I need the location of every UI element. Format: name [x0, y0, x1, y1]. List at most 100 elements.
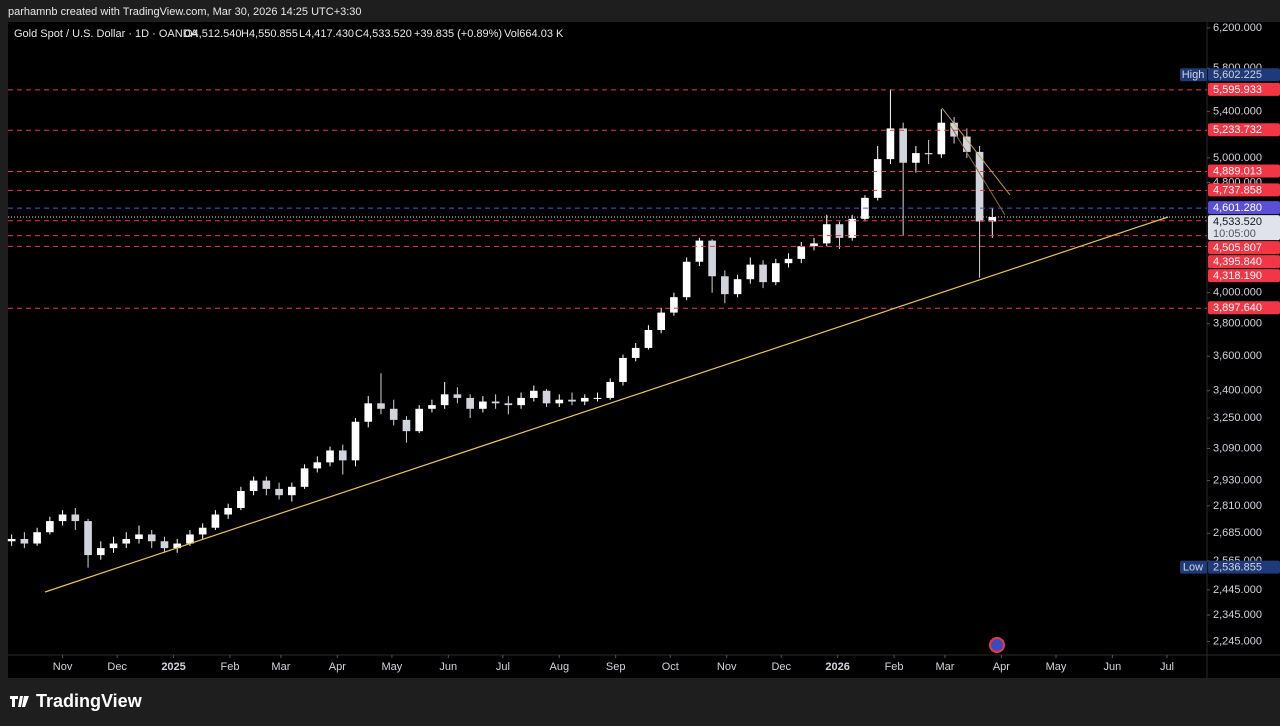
candle-body [262, 480, 271, 489]
trend-line [949, 124, 1006, 216]
candle-body [670, 297, 678, 313]
y-tick-label: 2,810.000 [1213, 500, 1262, 512]
x-tick-label: 2025 [161, 661, 185, 673]
candle-body [631, 347, 640, 358]
y-tick-label: 2,685.000 [1213, 527, 1262, 539]
candle-body [147, 534, 156, 542]
candle-body [479, 401, 487, 409]
x-tick-label: Dec [107, 661, 127, 673]
candle-body [275, 488, 283, 496]
x-tick-label: Sep [606, 661, 626, 673]
open: O4,512.540 [184, 28, 242, 40]
candle-body [568, 399, 576, 402]
candle-body [733, 279, 742, 295]
price-label: 4,533.520 [1213, 216, 1262, 228]
y-tick-label: 3,090.000 [1213, 442, 1262, 454]
candle-body [160, 541, 169, 549]
x-tick-label: May [1046, 661, 1067, 673]
candle-body [377, 403, 385, 409]
x-tick-label: Jun [1104, 661, 1122, 673]
extreme-badge: Low [1183, 562, 1203, 574]
price-label: 4,737.858 [1213, 184, 1262, 196]
x-tick-label: Jun [439, 661, 457, 673]
candle-body [389, 408, 398, 420]
candle-body [759, 264, 767, 283]
candle-body [899, 128, 907, 163]
x-tick-label: May [382, 661, 403, 673]
candle-body [71, 514, 80, 522]
price-label-bg [1208, 255, 1280, 269]
y-tick-label: 2,445.000 [1213, 584, 1262, 596]
candle-body [338, 450, 347, 461]
extreme-badge: High [1182, 69, 1205, 81]
candle-body [135, 534, 143, 539]
candle-body [351, 421, 360, 461]
candle-body [542, 390, 551, 404]
x-tick-label: Mar [936, 661, 955, 673]
price-label: 4,889.013 [1213, 165, 1262, 177]
candle-body [453, 394, 462, 398]
candle-body [682, 261, 691, 298]
x-tick-label: Mar [271, 661, 290, 673]
volume: Vol664.03 K [504, 28, 564, 40]
extreme-label: 2,536.855 [1213, 562, 1262, 574]
candle-body [84, 521, 92, 556]
candle-body [619, 357, 627, 382]
candle-body [46, 521, 54, 533]
candle-body [440, 394, 449, 406]
price-label: 5,233.732 [1213, 124, 1262, 136]
candle-body [835, 224, 844, 238]
y-tick-label: 2,930.000 [1213, 475, 1262, 487]
candle-body [415, 408, 424, 432]
candle-body [975, 151, 984, 222]
x-tick-label: Feb [885, 661, 904, 673]
event-icon[interactable] [989, 637, 1005, 653]
y-tick-label: 4,000.000 [1213, 287, 1262, 299]
candle-body [313, 462, 322, 469]
price-label-bg [1208, 82, 1280, 96]
high: H4,550.855 [241, 28, 298, 40]
candle-body [555, 399, 564, 404]
price-label-bg [1208, 241, 1280, 255]
candle-body [58, 514, 67, 522]
extreme-label-bg [1208, 68, 1280, 82]
candle-body [33, 532, 41, 544]
candle-body [593, 397, 602, 399]
candle-body [746, 264, 755, 280]
plot [7, 89, 1207, 568]
x-tick-label: Nov [717, 661, 737, 673]
x-tick-label: Dec [771, 661, 791, 673]
price-label-bg [1208, 123, 1280, 137]
extreme-label: 5,602.225 [1213, 69, 1262, 81]
countdown: 10:05:00 [1213, 228, 1256, 240]
x-tick-label: Nov [53, 661, 73, 673]
candle-body [644, 329, 653, 348]
price-label: 4,601.280 [1213, 202, 1262, 214]
x-tick-label: Oct [662, 661, 679, 673]
extreme-badge-bg [1180, 560, 1207, 574]
candle-body [20, 538, 29, 544]
price-label-bg [1208, 215, 1280, 241]
x-tick-label: Aug [549, 661, 569, 673]
candle-body [402, 419, 411, 432]
y-tick-label: 6,200.000 [1213, 22, 1262, 34]
candle-body [822, 224, 831, 244]
chart-background [8, 22, 1280, 678]
candle-body [963, 136, 971, 152]
candle-body [606, 381, 615, 398]
price-label: 4,505.807 [1213, 242, 1262, 254]
candle-body [784, 258, 793, 264]
candle-body [109, 543, 118, 549]
x-tick-label: Feb [220, 661, 239, 673]
candle-body [708, 240, 716, 277]
price-label: 4,318.190 [1213, 270, 1262, 282]
price-label-bg [1208, 201, 1280, 215]
price-label-bg [1208, 269, 1280, 283]
y-tick-label: 3,800.000 [1213, 318, 1262, 330]
y-tick-label: 2,245.000 [1213, 635, 1262, 647]
candle-body [797, 246, 806, 259]
candle-body [428, 405, 436, 409]
candle-body [517, 397, 525, 406]
price-label: 3,897.640 [1213, 302, 1262, 314]
